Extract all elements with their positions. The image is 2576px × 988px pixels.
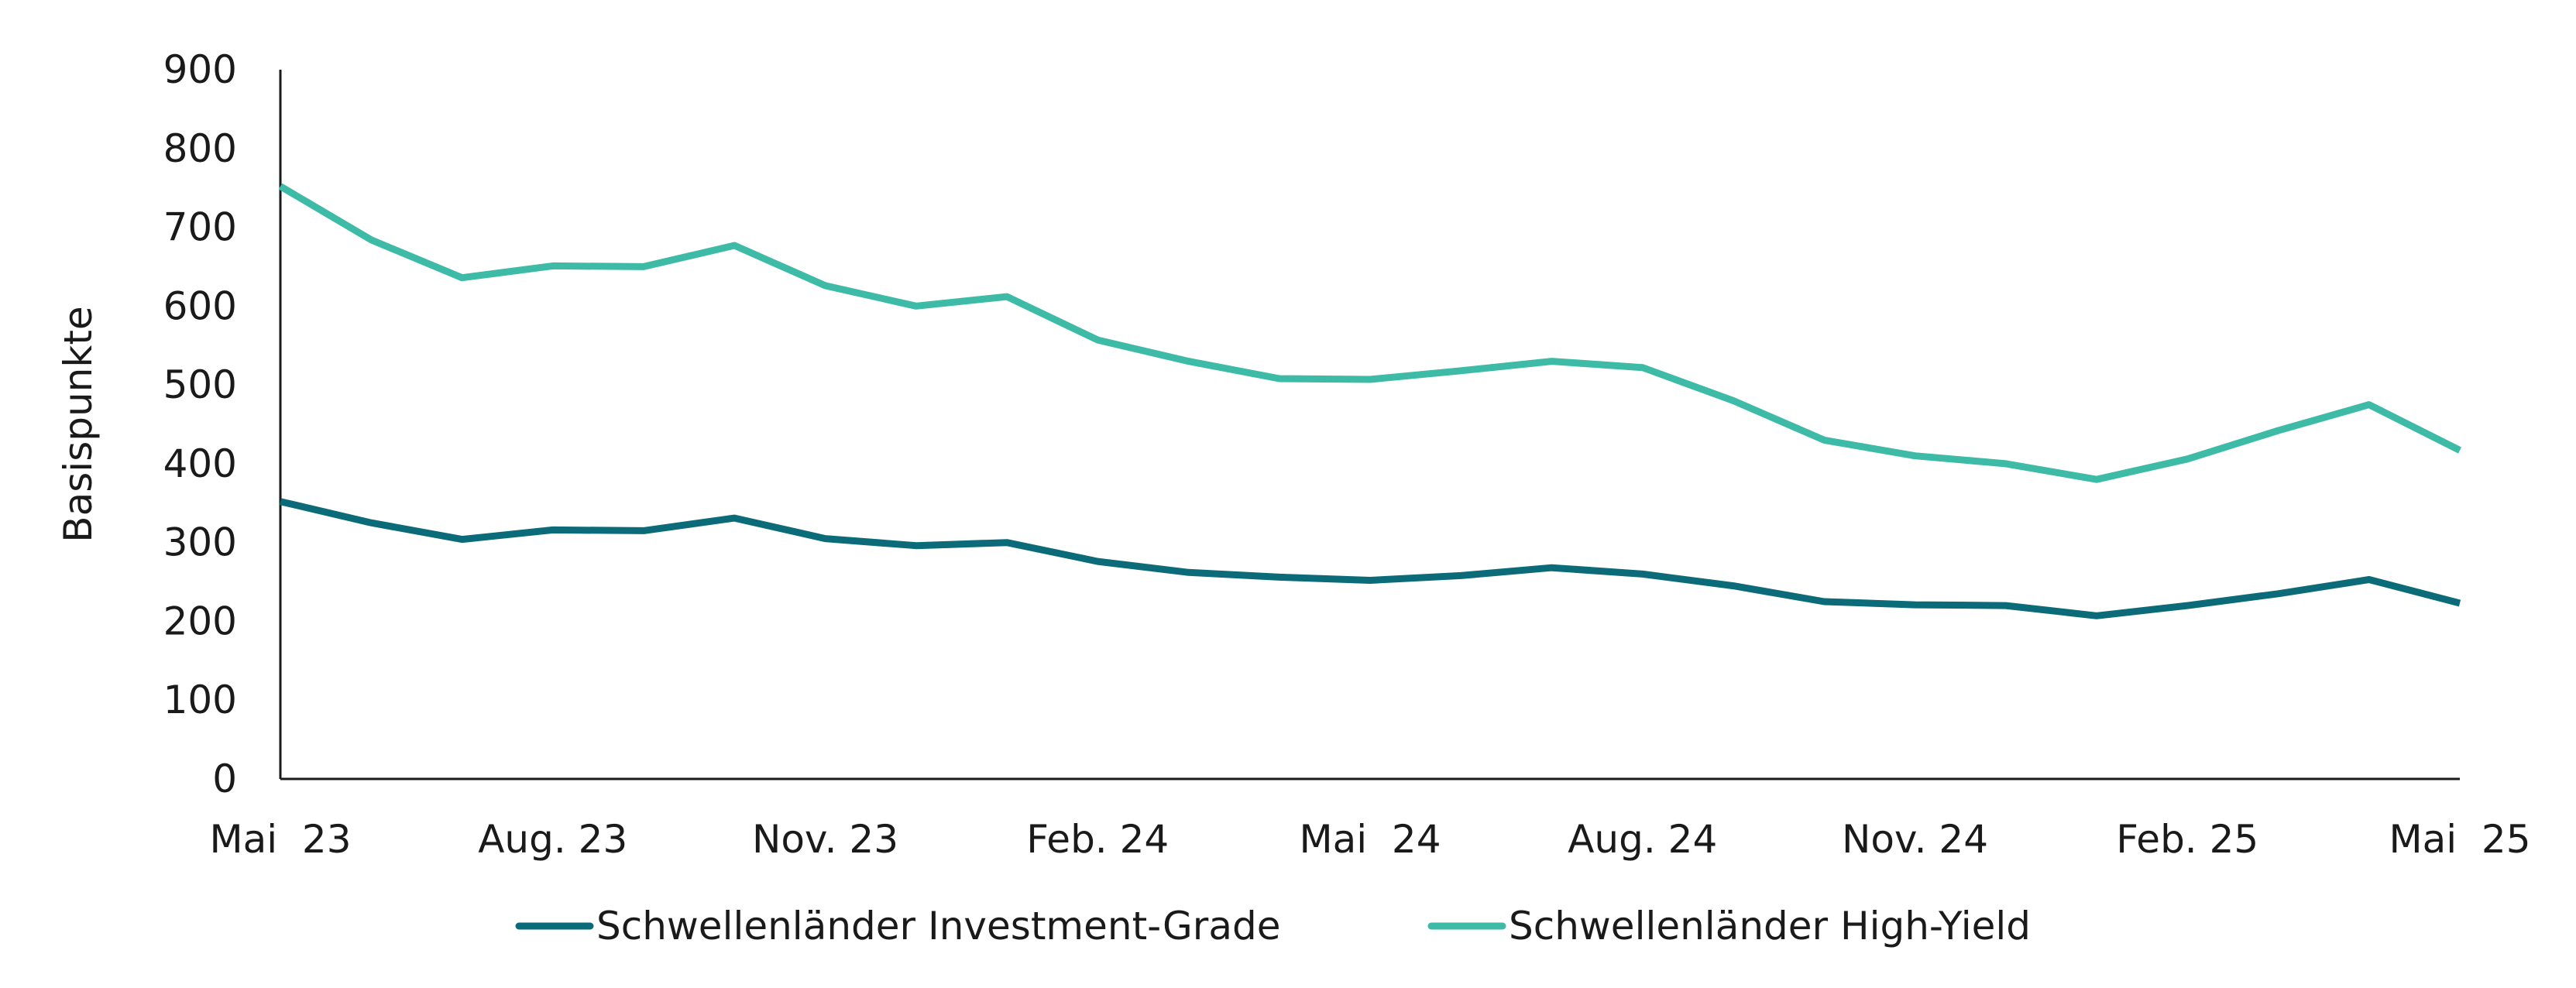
legend-label-1: Schwellenländer High-Yield	[1509, 904, 2031, 949]
y-tick-label: 200	[163, 599, 237, 643]
y-tick-label: 300	[163, 520, 237, 565]
x-tick-label: Feb. 25	[2116, 817, 2258, 862]
series-lines	[278, 183, 2462, 619]
y-axis-title: Basispunkte	[56, 306, 101, 542]
axes: 0 100 200 300 400 500 600 700 800 900 Basispunkte M…	[56, 47, 2531, 862]
series-line-1	[278, 183, 2462, 483]
y-tick-label: 900	[163, 47, 237, 92]
y-tick-label: 100	[163, 678, 237, 722]
series-line-0	[279, 498, 2461, 619]
y-tick-label: 700	[163, 205, 237, 250]
x-tick-label: Aug. 23	[478, 817, 627, 862]
legend-label-0: Schwellenländer Investment-Grade	[596, 904, 1281, 949]
y-tick-label: 500	[163, 362, 237, 407]
y-tick-label: 800	[163, 126, 237, 171]
y-tick-label: 600	[163, 283, 237, 328]
x-tick-label: Mai 25	[2389, 817, 2530, 862]
x-tick-label: Nov. 23	[752, 817, 898, 862]
x-tick-label: Feb. 24	[1026, 817, 1169, 862]
x-tick-label: Aug. 24	[1568, 817, 1717, 862]
x-tick-label: Mai 24	[1299, 817, 1441, 862]
x-tick-label: Nov. 24	[1842, 817, 1988, 862]
y-tick-label: 0	[212, 756, 237, 801]
legend: Schwellenländer Investment-Grade Schwelle…	[515, 904, 2031, 949]
x-tick-label: Mai 23	[209, 817, 351, 862]
y-tick-label: 400	[163, 441, 237, 486]
